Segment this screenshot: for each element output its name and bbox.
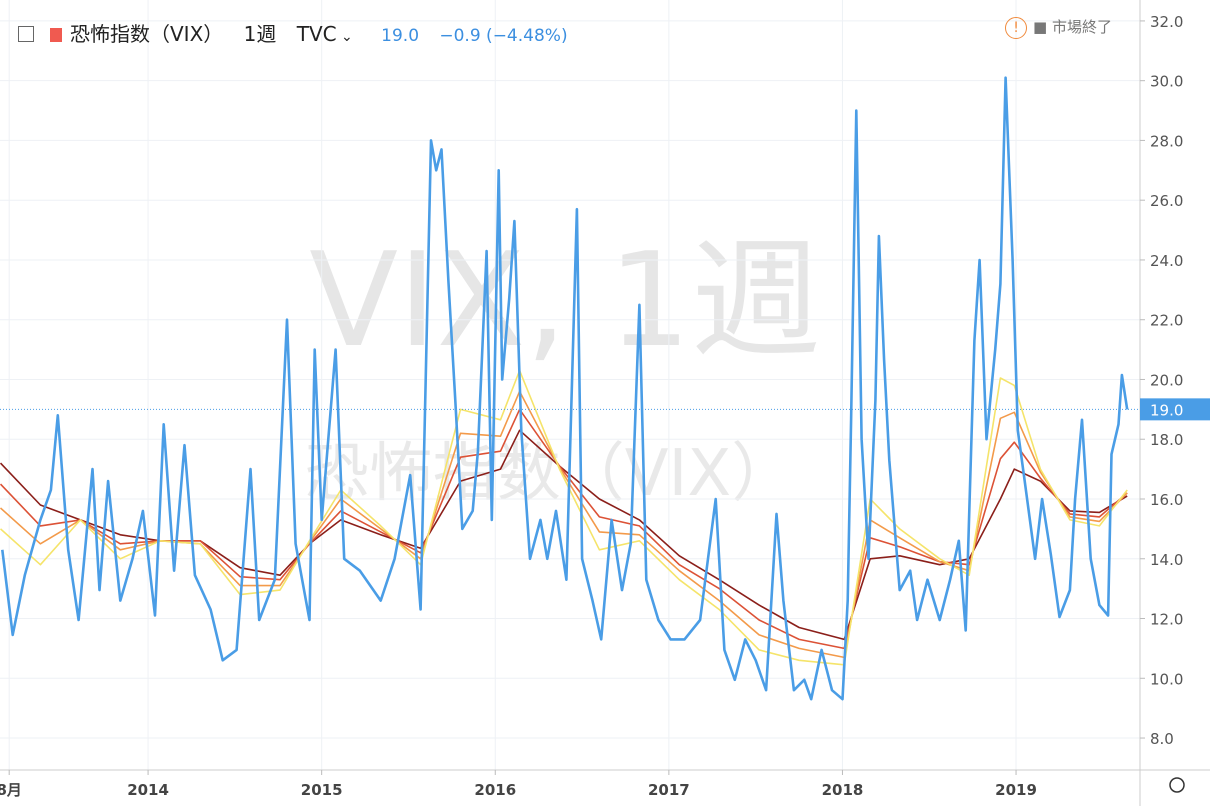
ribbon-line bbox=[0, 390, 1128, 659]
exchange[interactable]: TVC bbox=[296, 22, 337, 46]
y-tick-label: 26.0 bbox=[1150, 192, 1183, 210]
y-tick-label: 8.0 bbox=[1150, 730, 1174, 748]
ribbon-line bbox=[0, 429, 1128, 641]
y-tick-label: 18.0 bbox=[1150, 431, 1183, 449]
y-tick-label: 28.0 bbox=[1150, 132, 1183, 150]
change: −0.9 (−4.48%) bbox=[439, 26, 568, 46]
x-tick-label: 2019 bbox=[995, 781, 1037, 799]
y-tick-label: 32.0 bbox=[1150, 13, 1183, 31]
y-tick-label: 24.0 bbox=[1150, 252, 1183, 270]
y-tick-label: 30.0 bbox=[1150, 73, 1183, 91]
y-tick-label: 16.0 bbox=[1150, 491, 1183, 509]
y-tick-label: 20.0 bbox=[1150, 371, 1183, 389]
x-tick-label: 2014 bbox=[127, 781, 169, 799]
y-tick-label: 10.0 bbox=[1150, 670, 1183, 688]
status-text: 市場終了 bbox=[1051, 18, 1112, 36]
watermark: VIX, 1週 bbox=[309, 224, 821, 376]
y-tick-label: 12.0 bbox=[1150, 611, 1183, 629]
x-tick-label: 2015 bbox=[301, 781, 343, 799]
x-tick-label: 2018 bbox=[822, 781, 864, 799]
expand-icon[interactable] bbox=[18, 26, 34, 42]
ribbon-line bbox=[0, 369, 1128, 666]
legend-header: 恐怖指数（VIX） 1週 TVC ⌄ 19.0 −0.9 (−4.48%) bbox=[18, 18, 568, 47]
flag-icon[interactable] bbox=[50, 28, 62, 42]
ribbon-line bbox=[0, 408, 1128, 650]
alert-icon[interactable]: ! bbox=[1005, 17, 1027, 39]
price-line bbox=[1, 76, 1129, 701]
last-value: 19.0 bbox=[381, 26, 420, 46]
status: ! ■ 市場終了 bbox=[1005, 16, 1112, 39]
y-tick-label: 22.0 bbox=[1150, 312, 1183, 330]
last-price-label: 19.0 bbox=[1150, 401, 1183, 419]
x-tick-label: 8月 bbox=[0, 781, 22, 799]
interval[interactable]: 1週 bbox=[243, 22, 277, 46]
x-tick-label: 2016 bbox=[474, 781, 516, 799]
x-tick-label: 2017 bbox=[648, 781, 690, 799]
settings-icon[interactable] bbox=[1169, 777, 1185, 793]
y-tick-label: 14.0 bbox=[1150, 551, 1183, 569]
last-price-badge bbox=[1140, 398, 1210, 421]
symbol[interactable]: 恐怖指数（VIX） bbox=[70, 22, 224, 46]
